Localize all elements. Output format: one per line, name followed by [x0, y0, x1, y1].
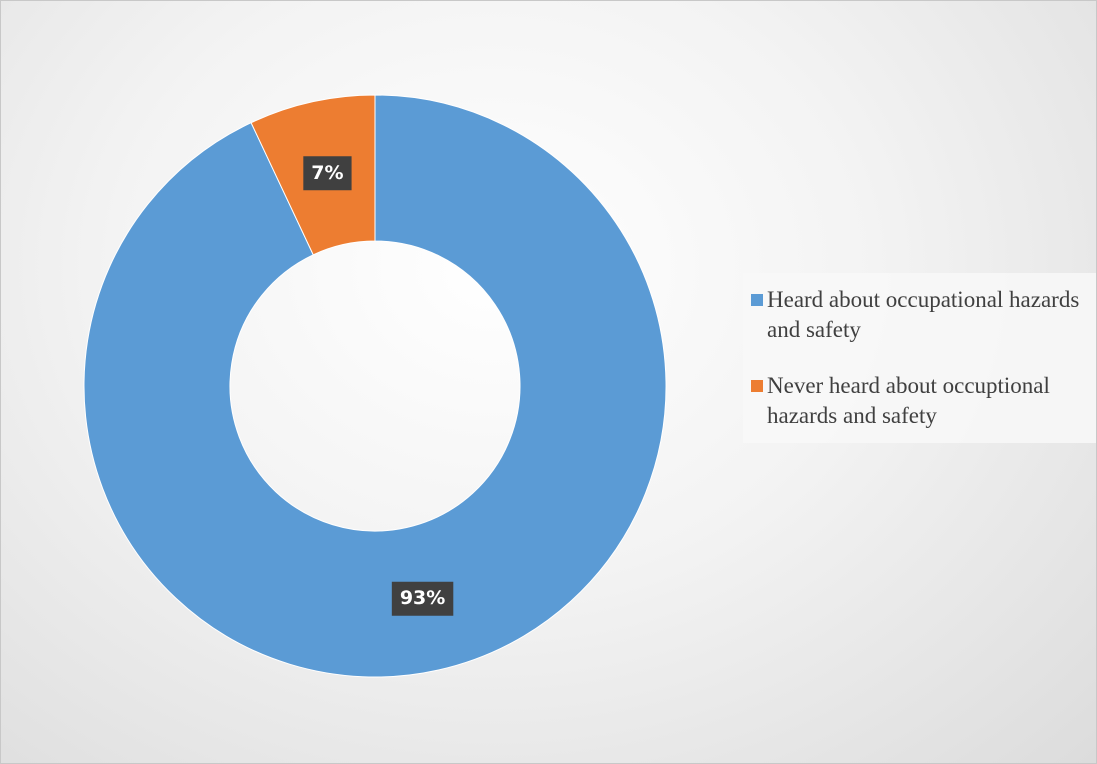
value-label-box	[391, 581, 454, 616]
legend-label: Never heard about occuptional hazards an…	[767, 373, 1050, 428]
value-label-box	[303, 156, 352, 191]
value-label: 7%	[311, 162, 343, 184]
value-label: 93%	[400, 587, 445, 609]
legend-swatch	[751, 380, 763, 392]
legend-entry: Heard about occupational hazards and saf…	[751, 285, 1096, 345]
legend-entry: Never heard about occuptional hazards an…	[751, 371, 1096, 431]
legend-swatch	[751, 294, 763, 306]
legend-label: Heard about occupational hazards and saf…	[767, 287, 1080, 342]
legend: Heard about occupational hazards and saf…	[743, 273, 1096, 443]
donut-slice	[83, 94, 667, 678]
